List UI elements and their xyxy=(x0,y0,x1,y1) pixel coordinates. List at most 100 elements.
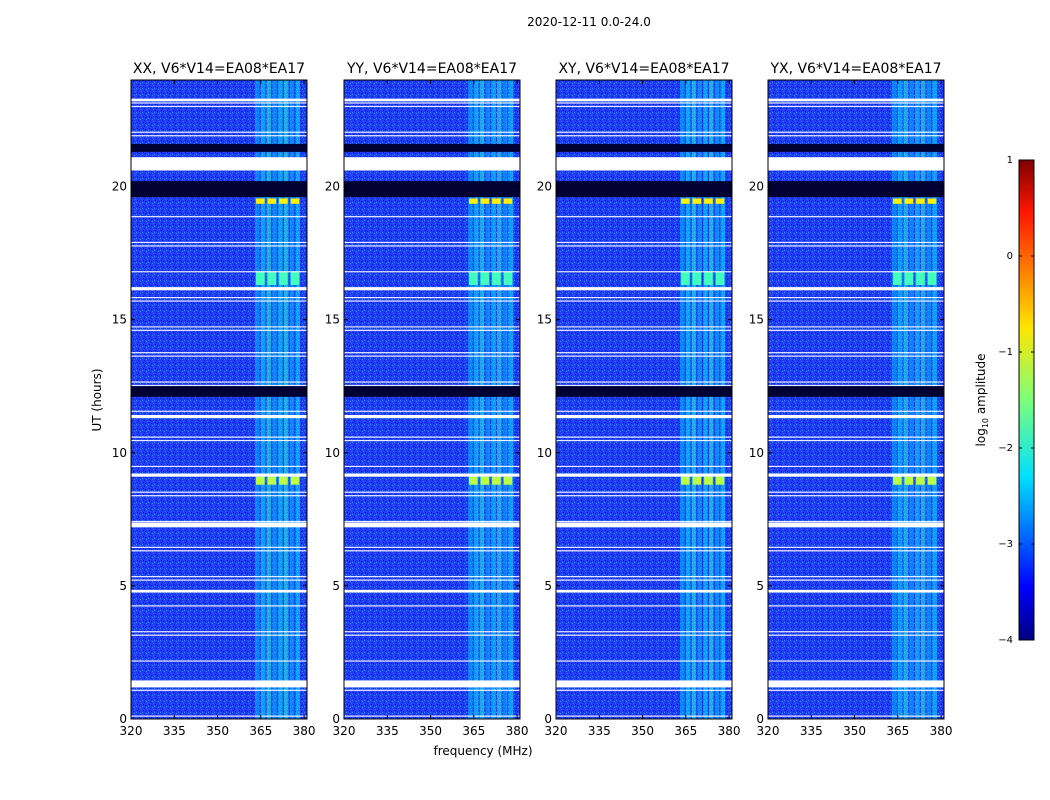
flag-black-row xyxy=(556,143,732,152)
flag-line xyxy=(131,520,307,523)
x-tick-label: 380 xyxy=(506,724,529,738)
flag-line xyxy=(131,439,307,442)
y-tick-label: 20 xyxy=(537,180,552,194)
y-tick-label: 5 xyxy=(119,579,127,593)
x-tick-label: 350 xyxy=(206,724,229,738)
flag-black-row xyxy=(344,143,520,152)
flag-line xyxy=(131,381,307,383)
burst-cell xyxy=(503,271,513,286)
flag-line xyxy=(131,384,307,387)
rfi-stripe xyxy=(926,80,932,719)
flag-line xyxy=(556,352,732,354)
flag-line xyxy=(131,300,307,302)
flag-line xyxy=(768,300,944,302)
flag-white-row xyxy=(768,98,944,102)
flag-line xyxy=(131,157,307,159)
flag-line xyxy=(556,660,732,662)
flag-line xyxy=(768,579,944,581)
flag-line xyxy=(344,546,520,548)
x-tick-label: 335 xyxy=(588,724,611,738)
flag-line xyxy=(131,329,307,331)
flag-white-row xyxy=(344,98,520,102)
x-tick-label: 320 xyxy=(757,724,780,738)
flag-black-row xyxy=(344,181,520,198)
flag-line xyxy=(344,329,520,331)
flag-line xyxy=(344,131,520,133)
flag-black-row xyxy=(131,386,307,397)
flag-line xyxy=(556,576,732,578)
rfi-stripe xyxy=(691,80,697,719)
x-tick-label: 350 xyxy=(843,724,866,738)
flag-line xyxy=(344,157,520,159)
rfi-stripe xyxy=(283,80,289,719)
flag-line xyxy=(131,524,307,526)
flag-line xyxy=(768,105,944,108)
flag-line xyxy=(344,300,520,302)
flag-white-row xyxy=(768,287,944,291)
x-tick-label: 335 xyxy=(163,724,186,738)
flag-line xyxy=(344,491,520,493)
y-tick-label: 20 xyxy=(749,180,764,194)
flag-white-row xyxy=(768,157,944,171)
burst-cell xyxy=(904,271,914,286)
flag-line xyxy=(131,160,307,163)
flag-white-row xyxy=(768,473,944,477)
burst-cell xyxy=(267,476,277,485)
flag-line xyxy=(131,105,307,108)
burst-cell xyxy=(704,476,713,485)
burst-cell xyxy=(256,198,265,204)
x-tick-label: 365 xyxy=(886,724,909,738)
flag-line xyxy=(768,550,944,552)
x-tick-label: 335 xyxy=(376,724,399,738)
flag-black-row xyxy=(131,181,307,198)
flag-line xyxy=(768,634,944,636)
flag-line xyxy=(556,381,732,383)
flag-white-row xyxy=(344,680,520,688)
flag-line xyxy=(556,160,732,163)
flag-line xyxy=(768,439,944,442)
flag-line xyxy=(768,495,944,497)
flag-line xyxy=(131,576,307,578)
rfi-stripe xyxy=(697,80,702,719)
rfi-stripe xyxy=(289,80,295,719)
burst-cell xyxy=(290,271,300,286)
burst-cell xyxy=(916,198,925,204)
burst-cell xyxy=(256,271,265,286)
flag-white-row xyxy=(344,589,520,593)
flag-white-row xyxy=(131,287,307,291)
burst-cell xyxy=(492,271,501,286)
colorbar-tick-label: −2 xyxy=(998,443,1013,454)
colorbar-tick-label: −3 xyxy=(998,539,1013,550)
flag-line xyxy=(768,157,944,159)
flag-white-row xyxy=(131,589,307,593)
flag-line xyxy=(768,271,944,273)
flag-line xyxy=(131,135,307,137)
y-tick-label: 5 xyxy=(756,579,764,593)
burst-cell xyxy=(893,271,902,286)
panel-xx: XX, V6*V14=EA08*EA17 320 335 350 365 380 0 5 10 1… xyxy=(112,61,316,738)
flag-white-row xyxy=(131,157,307,171)
flag-line xyxy=(344,216,520,218)
flag-white-row xyxy=(344,157,520,171)
flag-line xyxy=(768,436,944,438)
rfi-stripe xyxy=(502,80,508,719)
burst-cell xyxy=(893,198,902,204)
colorbar-label: log10 amplitude xyxy=(974,354,990,447)
burst-cell xyxy=(704,271,713,286)
flag-line xyxy=(344,631,520,633)
flag-line xyxy=(768,326,944,328)
flag-line xyxy=(131,241,307,244)
flag-line xyxy=(556,300,732,302)
flag-line xyxy=(556,245,732,247)
burst-cell xyxy=(692,476,702,485)
flag-line xyxy=(556,216,732,218)
flag-line xyxy=(556,465,732,467)
flag-line xyxy=(768,131,944,133)
flag-line xyxy=(344,271,520,273)
flag-line xyxy=(556,689,732,691)
flag-white-row xyxy=(131,98,307,102)
flag-line xyxy=(768,719,944,721)
burst-cell xyxy=(480,271,490,286)
x-tick-label: 380 xyxy=(718,724,741,738)
burst-cell xyxy=(927,271,937,286)
